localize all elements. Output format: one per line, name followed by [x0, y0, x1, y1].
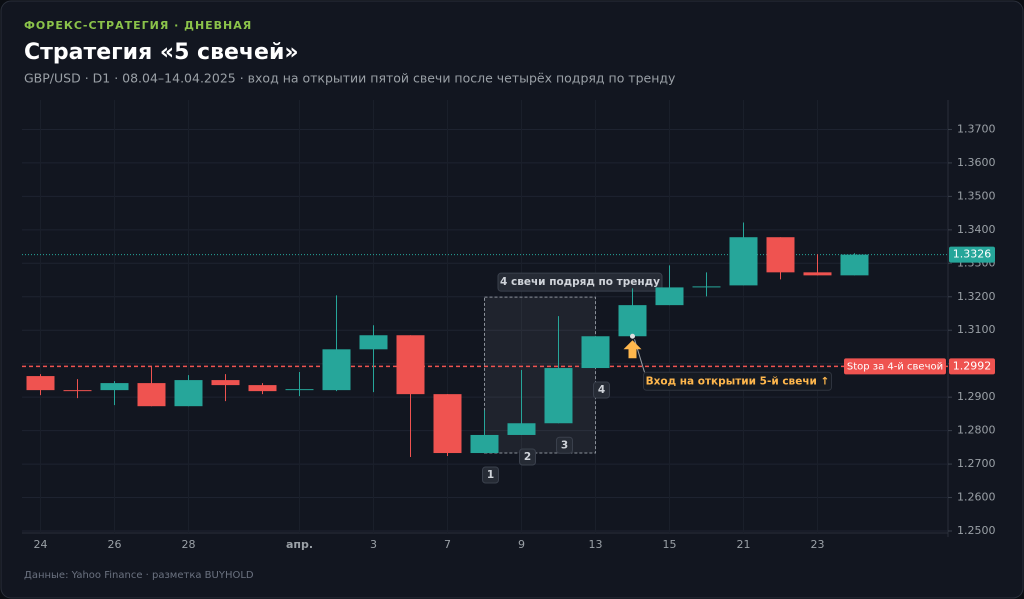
x-tick-label: 13: [589, 538, 603, 551]
candle-body: [581, 336, 610, 369]
x-tick-label: 9: [518, 538, 525, 551]
candle-body: [100, 383, 129, 391]
subtitle: GBP/USD · D1 · 08.04–14.04.2025 · вход н…: [24, 71, 676, 86]
candle-body: [248, 385, 277, 392]
candle-number: 3: [561, 439, 568, 451]
candle-number: 1: [487, 469, 494, 481]
candle-body: [433, 394, 462, 454]
candle-body: [396, 335, 425, 395]
price-tag-bg: [949, 358, 995, 375]
x-tick-label: 26: [108, 538, 122, 551]
x-tick-label: 7: [444, 538, 451, 551]
x-tick-label: 3: [370, 538, 377, 551]
price-tag: 1.2992: [953, 359, 992, 372]
price-tag-bg: [949, 246, 995, 263]
kicker: ФОРЕКС-СТРАТЕГИЯ · ДНЕВНАЯ: [24, 19, 252, 32]
y-tick-label: 1.3600: [957, 156, 996, 169]
candle-body: [174, 380, 203, 407]
candle-body: [211, 380, 240, 386]
candle-body: [507, 423, 536, 435]
reference-label: Stop за 4-й свечой: [847, 361, 943, 372]
candle-body: [766, 237, 795, 273]
candle-body: [322, 349, 351, 391]
y-tick-label: 1.2800: [957, 424, 996, 437]
y-tick-label: 1.2500: [957, 524, 996, 537]
y-tick-label: 1.3200: [957, 290, 996, 303]
candle-number-bg: [519, 448, 536, 466]
y-tick-label: 1.3100: [957, 323, 996, 336]
highlight-label: 4 свечи подряд по тренду: [500, 276, 660, 288]
price-tag: 1.3326: [953, 248, 992, 261]
highlight-label-bg: [497, 272, 663, 292]
y-tick-label: 1.3700: [957, 122, 996, 135]
entry-label: Вход на открытии 5-й свечи ↑: [646, 375, 830, 387]
x-tick-label: 21: [737, 538, 751, 551]
entry-arrow: [623, 340, 642, 359]
highlight-box: [484, 296, 596, 454]
candle-number: 4: [598, 384, 605, 396]
candle-body: [692, 286, 721, 288]
candle-body: [803, 272, 832, 276]
candle-number-bg: [556, 436, 573, 454]
entry-dot: [630, 333, 635, 339]
candle-body: [618, 305, 647, 337]
x-tick-label: апр.: [286, 538, 313, 551]
candle-body: [544, 368, 573, 424]
candle-number: 2: [524, 451, 531, 463]
y-tick-label: 1.2700: [957, 457, 996, 470]
candle-number-bg: [482, 466, 499, 484]
candle-body: [840, 254, 869, 276]
candle-body: [137, 383, 166, 407]
y-tick-label: 1.2900: [957, 390, 996, 403]
candle-body: [729, 237, 758, 286]
x-tick-label: 23: [811, 538, 825, 551]
candle-body: [470, 434, 499, 454]
x-tick-label: 24: [34, 538, 48, 551]
candle-number-bg: [593, 381, 610, 399]
chart-title: Стратегия «5 свечей»: [24, 40, 299, 65]
source: Данные: Yahoo Finance · разметка BUYHOLD: [24, 570, 254, 581]
candle-body: [63, 390, 92, 392]
entry-label-bg: [643, 371, 832, 391]
y-tick-label: 1.2600: [957, 491, 996, 504]
candle-body: [26, 376, 55, 391]
x-tick-label: 15: [663, 538, 677, 551]
x-tick-label: 28: [182, 538, 196, 551]
candle-body: [359, 335, 388, 350]
y-tick-label: 1.3500: [957, 189, 996, 202]
reference-label-bg: [844, 358, 946, 375]
candle-body: [285, 389, 314, 391]
candle-body: [655, 287, 684, 306]
y-tick-label: 1.3400: [957, 223, 996, 236]
